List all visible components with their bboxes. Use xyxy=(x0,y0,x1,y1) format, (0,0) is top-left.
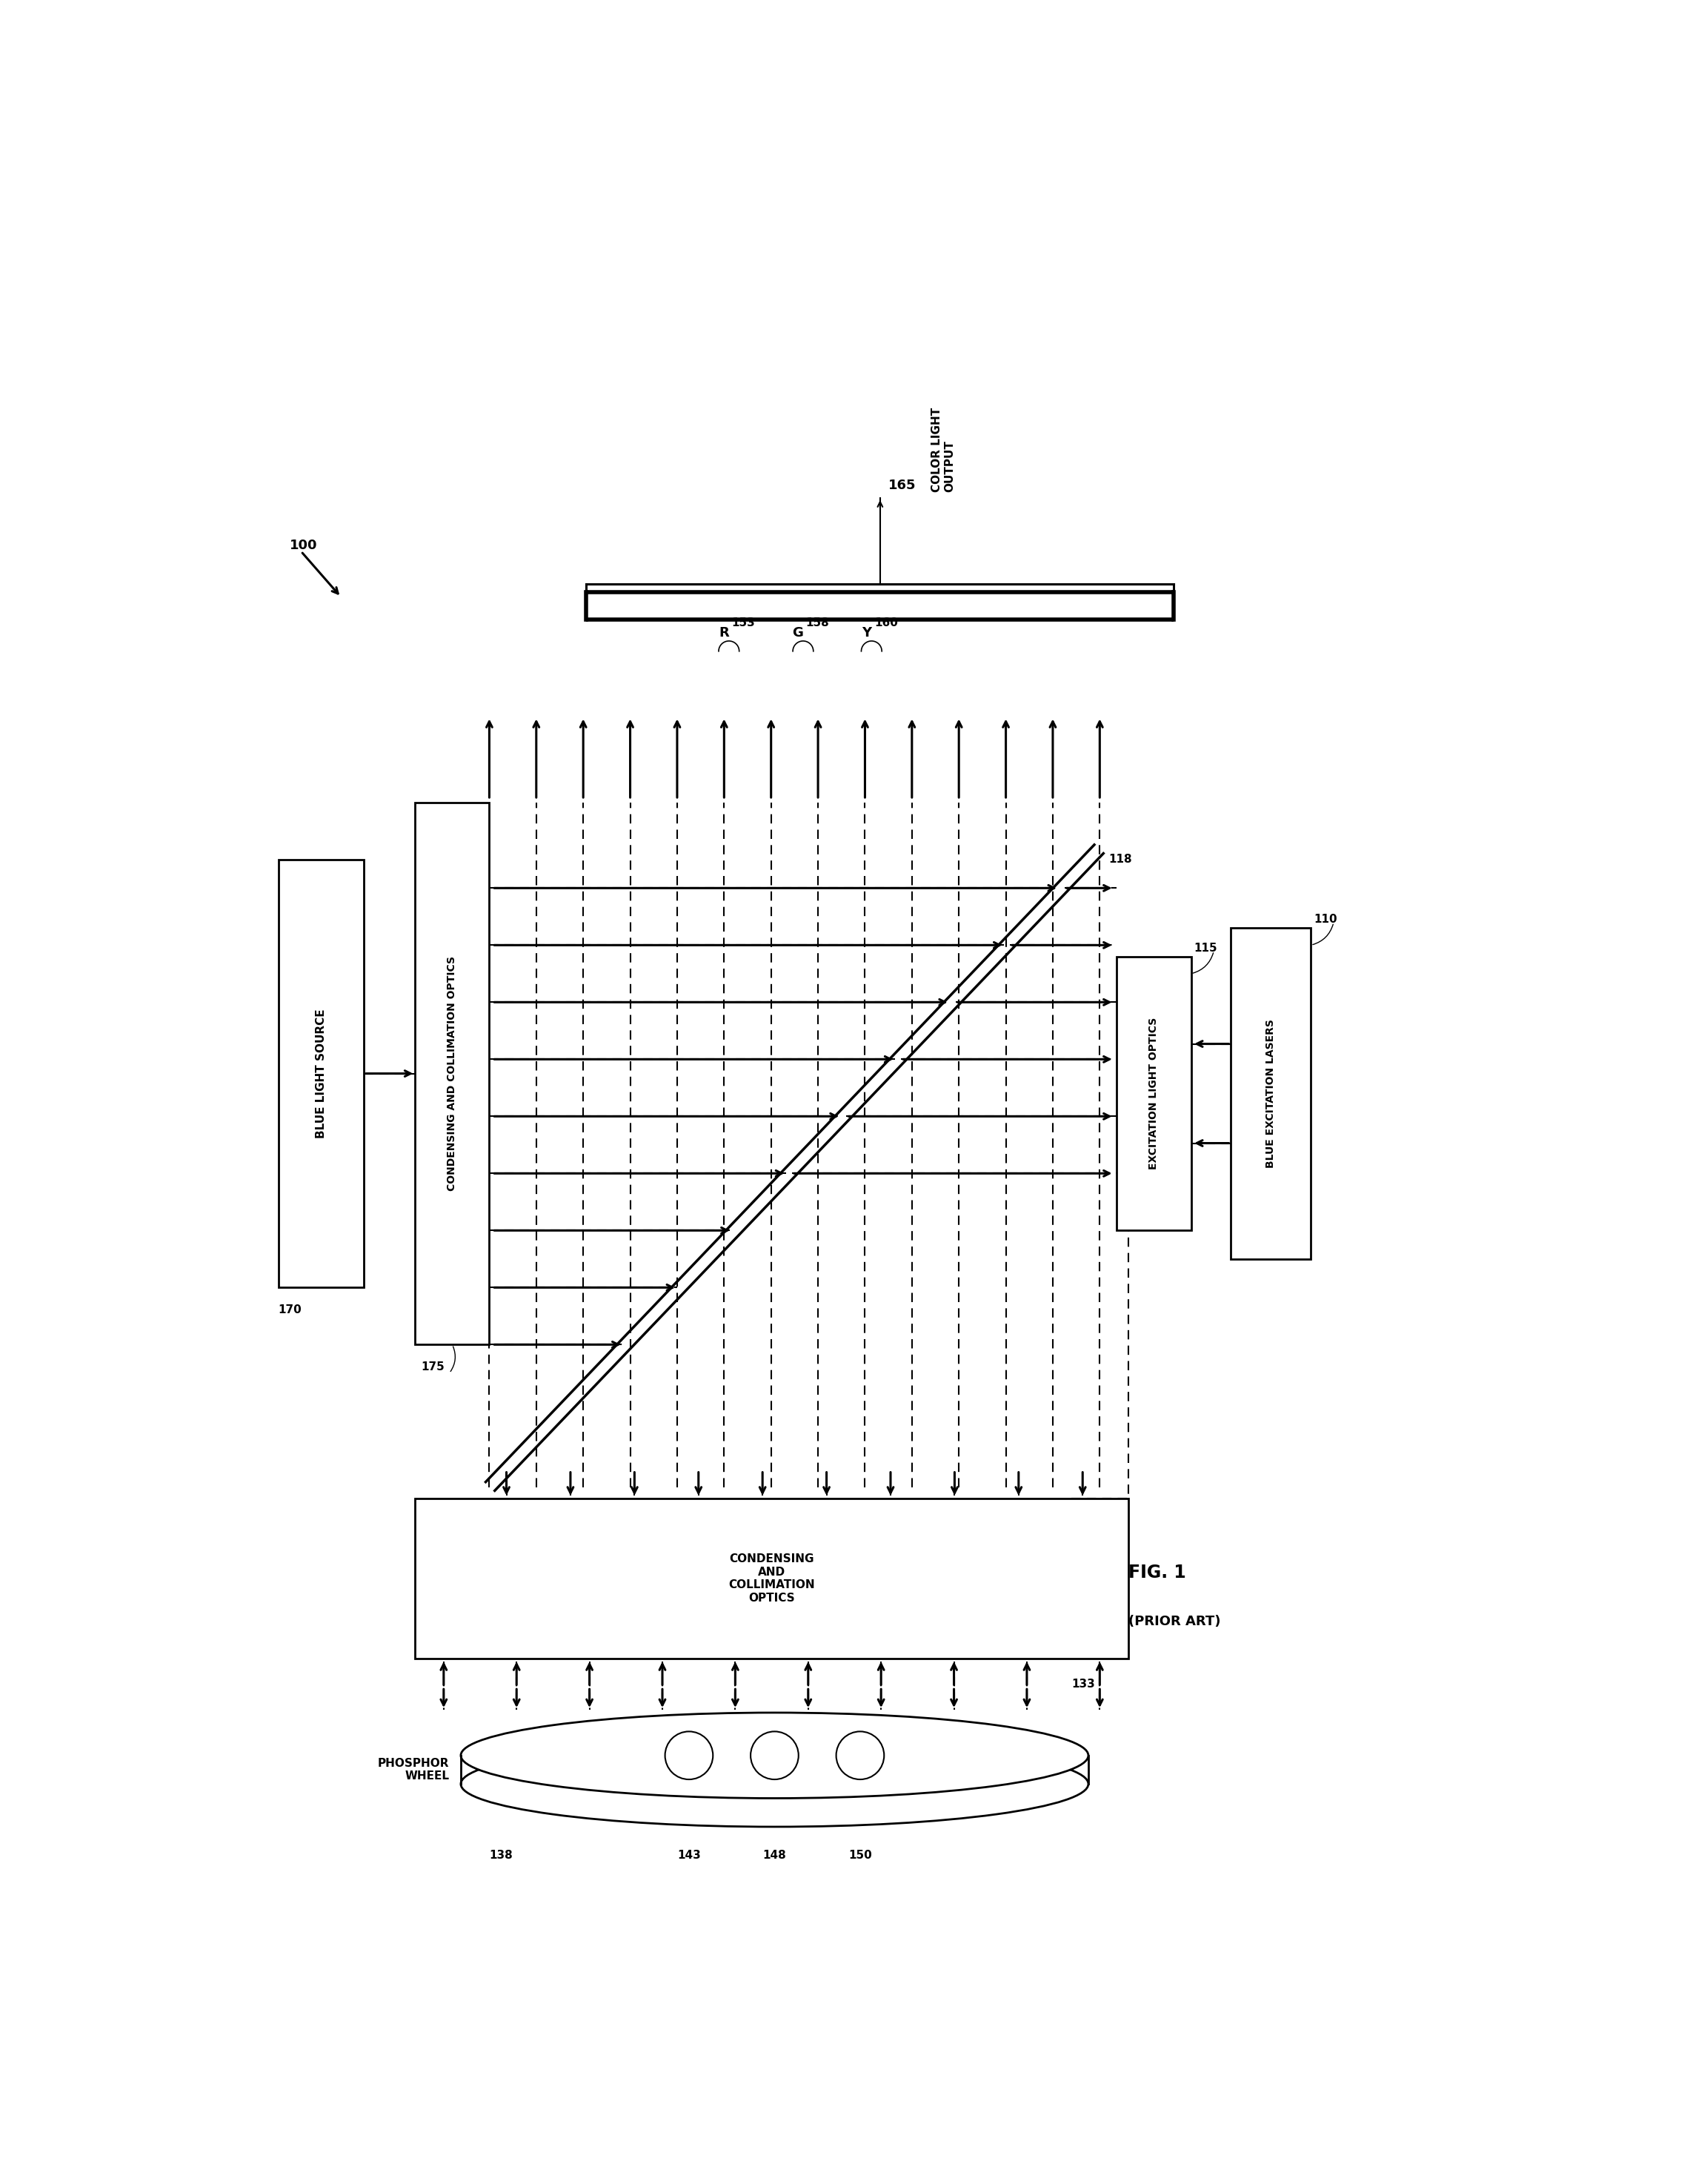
Text: 133: 133 xyxy=(1071,1679,1095,1690)
Text: CONDENSING
AND
COLLIMATION
OPTICS: CONDENSING AND COLLIMATION OPTICS xyxy=(728,1553,815,1603)
Text: CONDENSING AND COLLIMATION OPTICS: CONDENSING AND COLLIMATION OPTICS xyxy=(448,957,458,1190)
Bar xyxy=(416,1498,1129,1658)
Text: 138: 138 xyxy=(490,1850,512,1861)
Text: EXCITATION LIGHT OPTICS: EXCITATION LIGHT OPTICS xyxy=(1149,1018,1159,1171)
Bar xyxy=(416,802,490,1345)
Text: 115: 115 xyxy=(1193,943,1217,954)
Text: Y: Y xyxy=(862,627,872,640)
Ellipse shape xyxy=(461,1712,1088,1797)
Ellipse shape xyxy=(461,1741,1088,1826)
Text: R: R xyxy=(718,627,728,640)
Text: BLUE EXCITATION LASERS: BLUE EXCITATION LASERS xyxy=(1266,1020,1276,1168)
Text: 175: 175 xyxy=(421,1361,444,1374)
Text: 153: 153 xyxy=(732,618,755,629)
Text: 127: 127 xyxy=(507,1551,531,1562)
Bar xyxy=(1117,957,1191,1230)
Text: DICHROIC MIRROR: DICHROIC MIRROR xyxy=(483,1516,590,1527)
Text: COLOR LIGHT
OUTPUT: COLOR LIGHT OUTPUT xyxy=(931,408,955,491)
Text: 165: 165 xyxy=(889,478,916,491)
Bar xyxy=(279,860,363,1289)
Text: G: G xyxy=(793,627,803,640)
Text: PHOSPHOR
WHEEL: PHOSPHOR WHEEL xyxy=(379,1758,450,1782)
Text: (PRIOR ART): (PRIOR ART) xyxy=(1129,1614,1220,1627)
Text: 170: 170 xyxy=(279,1304,303,1315)
Text: FIG. 1: FIG. 1 xyxy=(1129,1564,1186,1581)
Text: BLUE LIGHT SOURCE: BLUE LIGHT SOURCE xyxy=(316,1009,326,1138)
Text: 148: 148 xyxy=(762,1850,786,1861)
Text: 100: 100 xyxy=(289,539,318,553)
Text: 110: 110 xyxy=(1313,915,1337,926)
Text: 122: 122 xyxy=(1043,1516,1066,1527)
Text: 158: 158 xyxy=(806,618,830,629)
Text: 118: 118 xyxy=(1109,854,1132,865)
Text: 150: 150 xyxy=(848,1850,872,1861)
Text: 143: 143 xyxy=(678,1850,701,1861)
Text: 160: 160 xyxy=(874,618,897,629)
Bar xyxy=(1230,928,1311,1258)
